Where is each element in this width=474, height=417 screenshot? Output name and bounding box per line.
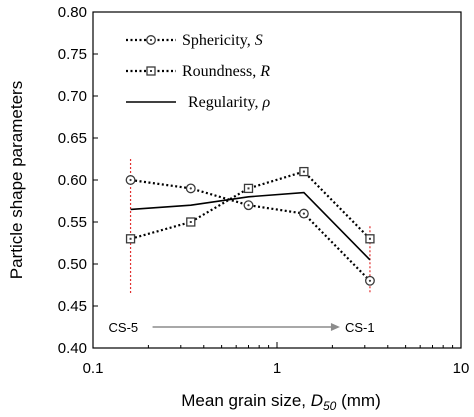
x-tick-labels: 0.1 1 10 [83,360,470,377]
y-tick-label: 0.65 [58,130,87,147]
series-line-2 [130,191,371,261]
x-tick-label: 1 [273,360,281,377]
data-point [365,234,375,244]
y-tick-label: 0.50 [58,256,87,273]
data-point [125,234,136,244]
y-tick-label: 0.70 [58,88,87,105]
x-axis-label-symbol: D [311,391,323,410]
data-point [243,200,254,211]
legend-label-symbol: S [255,32,263,49]
end-label: CS-1 [345,320,375,335]
x-axis-label: Mean grain size, D50 (mm) [181,391,380,413]
y-tick-label: 0.60 [58,172,87,189]
data-point [298,208,309,219]
y-tick-label: 0.80 [58,4,87,21]
legend-label-text: Roundness, [182,63,260,80]
y-tick-labels: 0.40 0.45 0.50 0.55 0.60 0.65 0.70 0.75 0.80 [58,4,87,357]
legend-label-symbol: R [259,63,270,80]
data-point [299,166,309,177]
arrow-head [330,323,340,331]
data-point [243,183,254,194]
data-point [364,275,375,286]
legend: Sphericity, S Roundness, R Regularity, ρ [126,32,271,111]
legend-label-text: Sphericity, [182,32,255,49]
y-tick-label: 0.45 [58,298,87,315]
start-label: CS-5 [109,320,139,335]
legend-label-text: Regularity, [188,94,263,111]
legend-label-2: Regularity, ρ [188,94,271,111]
x-axis-label-prefix: Mean grain size, [181,391,310,410]
y-tick-label: 0.55 [58,214,87,231]
plot-frame [92,11,462,349]
x-tick-label: 10 [453,360,470,377]
y-tick-label: 0.40 [58,340,87,357]
data-point [125,175,136,185]
data-point [185,183,196,194]
data-point [186,217,196,227]
x-axis-label-suffix: (mm) [336,391,380,410]
series-group [125,166,375,286]
legend-marker-0 [146,35,156,45]
y-axis-label: Particle shape parameters [7,81,26,279]
legend-label-symbol: ρ [262,94,271,111]
direction-arrow [152,323,340,331]
y-tick-label: 0.75 [58,46,87,63]
legend-label-1: Roundness, R [182,63,270,80]
legend-marker-1 [146,66,156,76]
legend-label-0: Sphericity, S [182,32,263,49]
range-markers [129,159,371,294]
series-line-1 [130,170,371,240]
series-line-0 [130,178,371,282]
x-tick-label: 0.1 [83,360,104,377]
x-axis-label-subscript: 50 [323,399,337,413]
